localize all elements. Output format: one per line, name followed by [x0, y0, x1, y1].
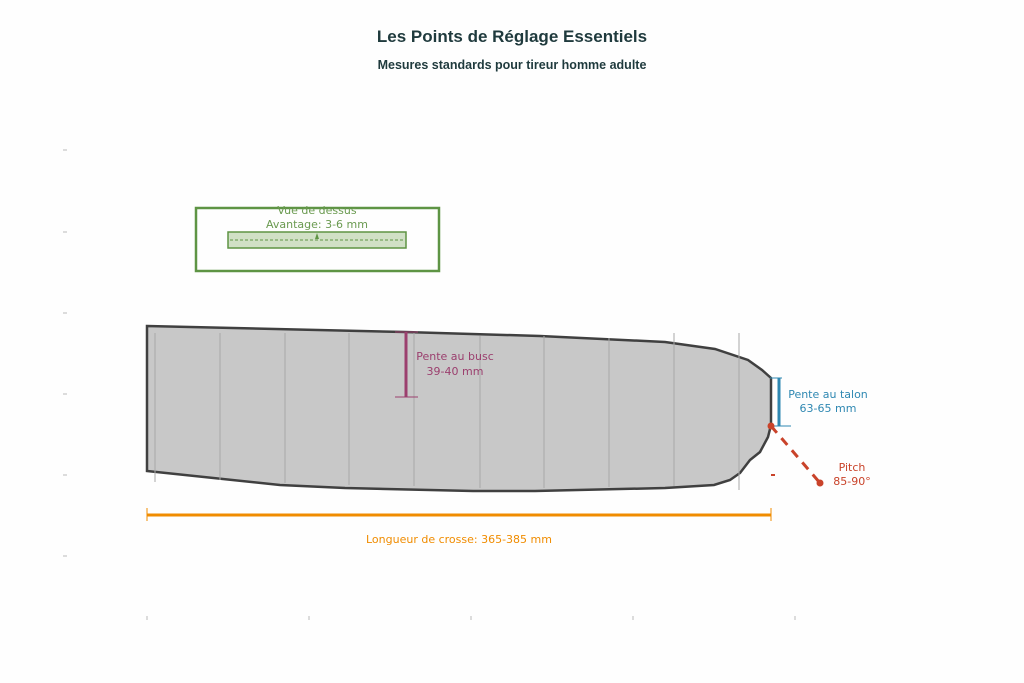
busc-value: 39-40 mm — [427, 365, 484, 378]
talon-measure: Pente au talon 63-65 mm — [770, 377, 868, 427]
pitch-value: 85-90° — [833, 475, 870, 488]
pitch-label: Pitch — [839, 461, 866, 474]
pitch-measure: Pitch 85-90° — [767, 422, 871, 488]
diagram-title: Les Points de Réglage Essentiels — [376, 27, 648, 46]
top-view-value: Avantage: 3-6 mm — [266, 218, 368, 231]
diagram-subtitle: Mesures standards pour tireur homme adul… — [377, 58, 647, 72]
busc-label: Pente au busc — [416, 350, 494, 363]
top-view-box: Vue de dessus Avantage: 3-6 mm — [194, 204, 441, 273]
top-view-label: Vue de dessus — [277, 204, 356, 217]
length-label: Longueur de crosse: 365-385 mm — [366, 533, 552, 546]
axis-ticks — [63, 149, 796, 620]
stock-outline — [145, 324, 773, 493]
length-measure: Longueur de crosse: 365-385 mm — [146, 508, 772, 546]
talon-label: Pente au talon — [788, 388, 868, 401]
talon-value: 63-65 mm — [800, 402, 857, 415]
advantage-arrow-icon — [315, 233, 319, 239]
stock-grid-lines — [154, 333, 740, 490]
busc-measure: Pente au busc 39-40 mm — [395, 331, 494, 398]
